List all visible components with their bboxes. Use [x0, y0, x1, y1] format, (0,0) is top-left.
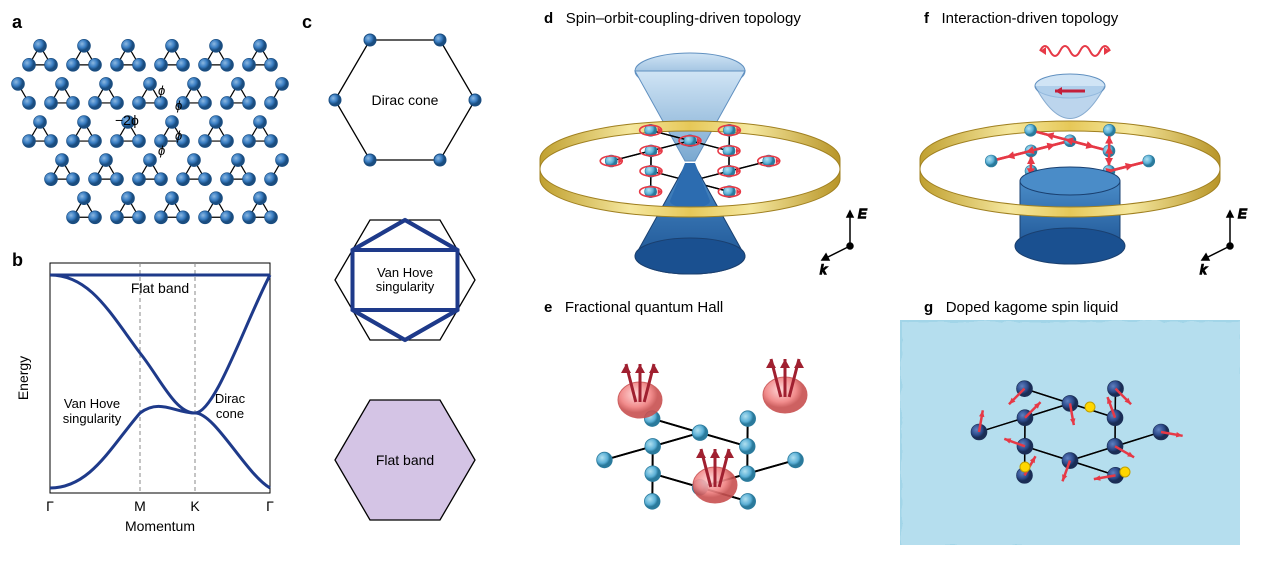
dirac-label: Diraccone	[215, 391, 246, 421]
fqh-panel	[520, 320, 890, 550]
phi-label-4: ϕ	[158, 143, 165, 158]
panel-d-title: d Spin–orbit-coupling-driven topology	[520, 10, 890, 31]
kagome-lattice: −2ϕ ϕ ϕ ϕ ϕ	[10, 10, 290, 240]
panel-f-label: f	[924, 10, 929, 27]
brillouin-hexagons: Dirac cone Van Hovesingularity	[300, 10, 510, 540]
tick-K: K	[190, 498, 200, 514]
phi-label-3: ϕ	[175, 128, 182, 143]
panel-e-title: e Fractional quantum Hall	[520, 299, 890, 320]
axis-E-f: E	[1238, 206, 1247, 221]
column-2: c Dirac cone	[300, 10, 510, 552]
panel-b-label: b	[12, 250, 23, 271]
interaction-topology: E k	[900, 31, 1270, 291]
panel-f: f Interaction-driven topology	[900, 10, 1270, 291]
vhs-label: Van Hovesingularity	[63, 396, 122, 426]
panel-c: c Dirac cone	[300, 10, 510, 552]
axis-E: E	[858, 206, 867, 221]
dirac-text: Dirac cone	[372, 92, 439, 108]
xlabel: Momentum	[125, 518, 195, 534]
figure-root: a −2ϕ ϕ ϕ ϕ ϕ b	[10, 10, 1270, 552]
panel-g-title: g Doped kagome spin liquid	[900, 299, 1270, 320]
column-1: a −2ϕ ϕ ϕ ϕ ϕ b	[10, 10, 290, 552]
tick-gamma1: Γ	[46, 498, 54, 514]
spin-liquid	[900, 320, 1240, 545]
tick-M: M	[134, 498, 146, 514]
panel-f-title: f Interaction-driven topology	[900, 10, 1270, 31]
phi-label-2: ϕ	[175, 98, 182, 113]
flatband-label: Flat band	[131, 280, 189, 296]
column-4: f Interaction-driven topology	[900, 10, 1270, 552]
neg2phi-label: −2ϕ	[115, 112, 139, 128]
flat-text: Flat band	[376, 452, 434, 468]
band-structure: Flat band Van Hovesingularity Diraccone …	[10, 248, 290, 538]
column-3: d Spin–orbit-coupling-driven topology	[520, 10, 890, 552]
panel-a-label: a	[12, 12, 22, 33]
vhs-text: Van Hovesingularity	[376, 265, 435, 294]
panel-e-label: e	[544, 299, 552, 316]
panel-d: d Spin–orbit-coupling-driven topology	[520, 10, 890, 291]
panel-c-label: c	[302, 12, 312, 33]
panel-b: b Flat band Van Hovesingularity	[10, 248, 290, 538]
tick-gamma2: Γ	[266, 498, 274, 514]
panel-g: g Doped kagome spin liquid	[900, 299, 1270, 545]
panel-e: e Fractional quantum Hall	[520, 299, 890, 550]
panel-g-label: g	[924, 299, 933, 316]
axis-k: k	[820, 262, 828, 277]
panel-d-label: d	[544, 10, 553, 27]
ylabel: Energy	[15, 356, 31, 400]
phi-label-1: ϕ	[158, 83, 165, 98]
axis-k-f: k	[1200, 262, 1208, 277]
soc-topology: E k	[520, 31, 890, 291]
panel-a: a −2ϕ ϕ ϕ ϕ ϕ	[10, 10, 290, 240]
